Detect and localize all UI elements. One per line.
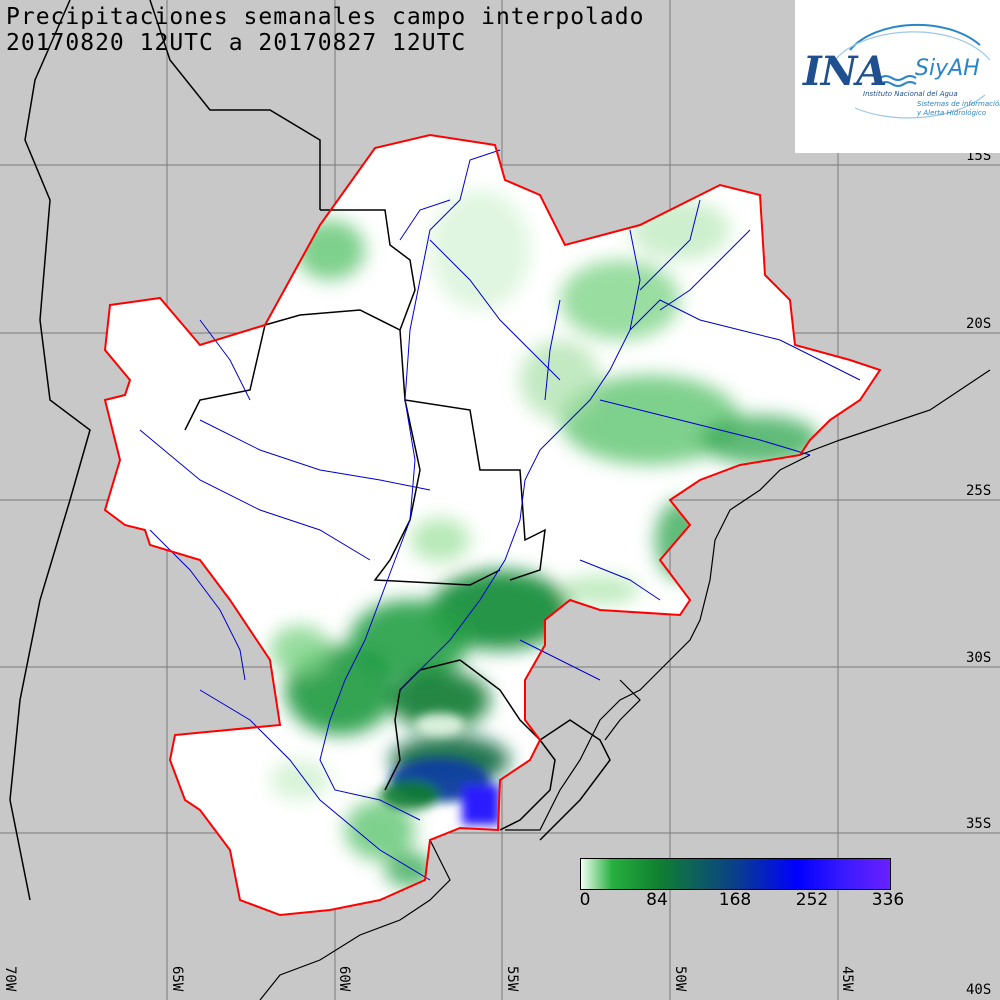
lon-label-70w: 70W xyxy=(2,966,18,992)
lat-label-30s: 30S xyxy=(966,650,992,666)
lon-label-65w: 65W xyxy=(169,966,185,992)
coastline xyxy=(259,369,991,1000)
lon-label-55w: 55W xyxy=(504,966,520,992)
basin-area xyxy=(105,135,880,915)
logo-institute-text: Instituto Nacional del Agua xyxy=(863,90,958,98)
lat-label-20s: 20S xyxy=(966,316,992,332)
lat-label-35s: 35S xyxy=(966,816,992,832)
lat-label-40s: 40S xyxy=(966,982,992,998)
legend-tick-0: 0 xyxy=(579,890,591,910)
rivers xyxy=(139,149,861,881)
logo-siyah-text: SiyAH xyxy=(915,56,980,81)
legend-tick-336: 336 xyxy=(871,890,905,910)
ina-siyah-logo: INA SiyAH Instituto Nacional del Agua Si… xyxy=(795,0,1000,153)
country-borders xyxy=(9,0,611,901)
logo-swoosh-icon xyxy=(834,23,991,119)
map-title: Precipitaciones semanales campo interpol… xyxy=(6,4,645,30)
map-date-range: 20170820 12UTC a 20170827 12UTC xyxy=(6,30,467,56)
lon-label-60w: 60W xyxy=(336,966,352,992)
logo-system-text-2: y Alerta Hidrológico xyxy=(917,109,987,117)
legend-tick-168: 168 xyxy=(718,890,752,910)
lon-label-45w: 45W xyxy=(839,966,855,992)
basin-border xyxy=(103,133,882,917)
legend-tick-252: 252 xyxy=(795,890,829,910)
logo-system-text-1: Sistemas de información xyxy=(917,100,1000,108)
legend-tick-84: 84 xyxy=(646,890,668,910)
lon-label-50w: 50W xyxy=(672,966,688,992)
precipitation-legend-bar xyxy=(580,858,891,890)
lat-label-25s: 25S xyxy=(966,483,992,499)
logo-ina-text: INA xyxy=(803,48,887,95)
